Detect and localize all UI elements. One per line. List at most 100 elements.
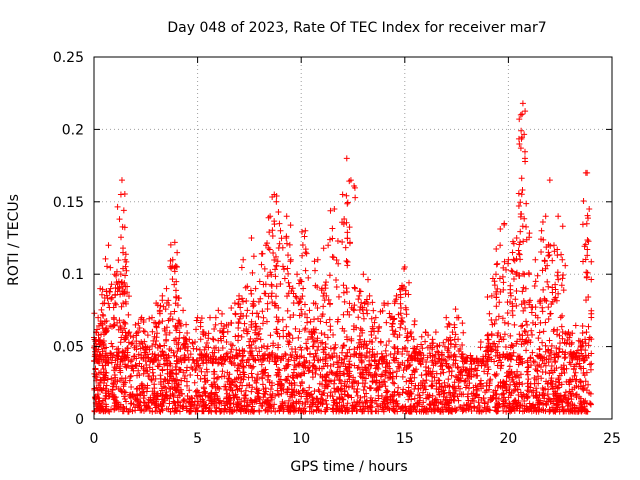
data-point bbox=[260, 314, 267, 321]
data-point bbox=[530, 392, 537, 399]
data-point bbox=[315, 386, 322, 393]
data-point bbox=[567, 407, 574, 414]
x-axis-label: GPS time / hours bbox=[290, 459, 407, 475]
data-point bbox=[364, 403, 371, 410]
data-point bbox=[219, 328, 226, 335]
data-point bbox=[431, 399, 438, 406]
data-point bbox=[588, 360, 595, 367]
data-point bbox=[261, 290, 268, 297]
data-point bbox=[194, 372, 201, 379]
data-point bbox=[512, 296, 519, 303]
data-point bbox=[501, 331, 508, 338]
data-point bbox=[585, 381, 592, 388]
data-point bbox=[301, 362, 308, 369]
data-point bbox=[175, 388, 182, 395]
data-point bbox=[164, 377, 171, 384]
data-point bbox=[477, 339, 484, 346]
data-point bbox=[95, 382, 102, 389]
data-point bbox=[341, 356, 348, 363]
data-point bbox=[330, 361, 337, 368]
data-point bbox=[443, 394, 450, 401]
data-point bbox=[187, 371, 194, 378]
data-point bbox=[197, 393, 204, 400]
data-point bbox=[352, 403, 359, 410]
data-point bbox=[344, 400, 351, 407]
data-point bbox=[223, 399, 230, 406]
data-point bbox=[341, 298, 348, 305]
data-point bbox=[519, 380, 526, 387]
data-point bbox=[438, 362, 445, 369]
data-point bbox=[368, 384, 375, 391]
data-point bbox=[243, 408, 250, 415]
data-point bbox=[276, 378, 283, 385]
data-point bbox=[373, 372, 380, 379]
data-point bbox=[112, 300, 119, 307]
data-point bbox=[493, 408, 500, 415]
data-point bbox=[489, 275, 496, 282]
data-point bbox=[322, 358, 329, 365]
data-point bbox=[360, 315, 367, 322]
data-point bbox=[488, 317, 495, 324]
data-point bbox=[130, 334, 137, 341]
data-point bbox=[132, 321, 139, 328]
data-point bbox=[421, 407, 428, 414]
data-point bbox=[250, 253, 257, 260]
data-point bbox=[273, 361, 280, 368]
data-point bbox=[339, 396, 346, 403]
data-point bbox=[548, 363, 555, 370]
data-point bbox=[208, 391, 215, 398]
data-point bbox=[327, 363, 334, 370]
data-point bbox=[311, 258, 318, 265]
data-point bbox=[521, 155, 528, 162]
data-point bbox=[537, 297, 544, 304]
data-point bbox=[102, 255, 109, 262]
data-point bbox=[416, 397, 423, 404]
data-point bbox=[95, 399, 102, 406]
data-point bbox=[527, 406, 534, 413]
data-point bbox=[125, 362, 132, 369]
data-point bbox=[183, 367, 190, 374]
data-point bbox=[397, 361, 404, 368]
data-point bbox=[441, 379, 448, 386]
data-point bbox=[132, 362, 139, 369]
data-point bbox=[402, 403, 409, 410]
data-point bbox=[303, 395, 310, 402]
data-point bbox=[268, 290, 275, 297]
data-point bbox=[238, 264, 245, 271]
data-point bbox=[491, 358, 498, 365]
data-point bbox=[556, 345, 563, 352]
data-point bbox=[109, 343, 116, 350]
data-point bbox=[270, 405, 277, 412]
data-point bbox=[493, 261, 500, 268]
data-point bbox=[450, 362, 457, 369]
data-point bbox=[473, 386, 480, 393]
data-point bbox=[207, 394, 214, 401]
data-point bbox=[361, 393, 368, 400]
data-point bbox=[542, 319, 549, 326]
data-point bbox=[173, 358, 180, 365]
data-point bbox=[455, 383, 462, 390]
data-point bbox=[351, 284, 358, 291]
data-point bbox=[247, 401, 254, 408]
data-point bbox=[586, 206, 593, 213]
data-point bbox=[363, 397, 370, 404]
data-point bbox=[341, 378, 348, 385]
data-point bbox=[249, 374, 256, 381]
data-point bbox=[384, 388, 391, 395]
data-point bbox=[338, 380, 345, 387]
data-point bbox=[383, 352, 390, 359]
data-point bbox=[219, 344, 226, 351]
data-point bbox=[242, 284, 249, 291]
data-point bbox=[287, 222, 294, 229]
data-point bbox=[296, 390, 303, 397]
data-point bbox=[485, 336, 492, 343]
data-point bbox=[249, 269, 256, 276]
data-point bbox=[332, 341, 339, 348]
data-point bbox=[511, 321, 518, 328]
data-point bbox=[499, 403, 506, 410]
data-point bbox=[283, 240, 290, 247]
data-point bbox=[421, 382, 428, 389]
data-point bbox=[544, 380, 551, 387]
data-point bbox=[200, 408, 207, 415]
data-point bbox=[410, 404, 417, 411]
